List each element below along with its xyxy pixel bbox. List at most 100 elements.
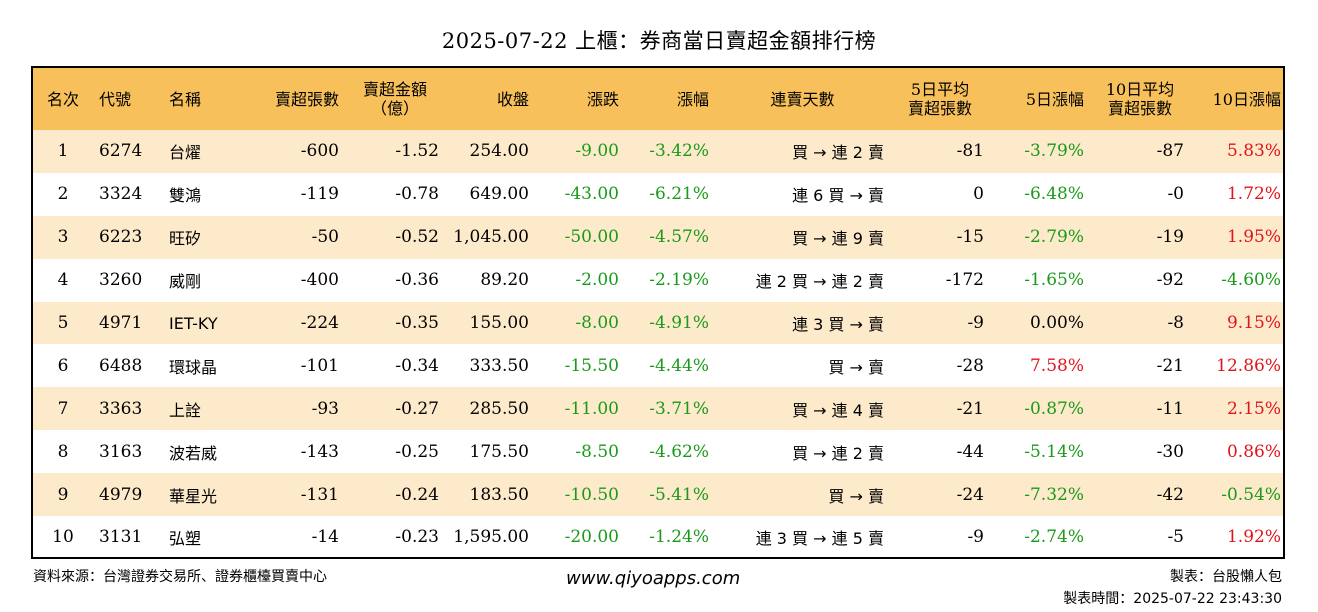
cell-avg10: -42 [1156, 484, 1184, 505]
cell-avg5: -28 [956, 355, 984, 376]
cell-name: 弘塑 [169, 529, 202, 549]
header-pct5: 5日漲幅 [1025, 89, 1084, 109]
cell-code: 3260 [99, 270, 143, 291]
cell-close: 89.20 [480, 270, 529, 291]
cell-streak: 連 6 買 → 賣 [792, 186, 884, 206]
cell-streak: 買 → 連 4 賣 [792, 400, 884, 420]
header-avg5: 5日平均 賣超張數 [890, 68, 990, 130]
cell-streak: 買 → 賣 [828, 357, 884, 377]
header-avg10-line2: 賣超張數 [1107, 99, 1172, 118]
cell-pct10: -4.60% [1221, 270, 1281, 291]
cell-name: 雙鴻 [169, 186, 202, 206]
cell-sell-amount: -0.23 [395, 527, 439, 548]
cell-code: 6223 [99, 227, 143, 248]
table-row: 7 3363 上詮 -93 -0.27 285.50 -11.00 -3.71% 買 → 連 4… [33, 387, 1283, 431]
cell-code: 3363 [99, 398, 143, 419]
cell-change: -9.00 [575, 141, 619, 162]
cell-pct10: 2.15% [1226, 398, 1281, 419]
header-avg5-line2: 賣超張數 [907, 99, 972, 118]
cell-pct5: -3.79% [1024, 141, 1084, 162]
cell-sell-lots: -101 [300, 355, 339, 376]
cell-rank: 10 [52, 527, 74, 548]
cell-name: 上詮 [169, 400, 202, 420]
cell-close: 1,595.00 [453, 527, 529, 548]
cell-avg5: 0 [973, 184, 984, 205]
cell-name: IET-KY [169, 313, 218, 333]
cell-avg5: -21 [956, 398, 984, 419]
cell-sell-lots: -224 [300, 313, 339, 333]
cell-avg10: -30 [1156, 441, 1184, 462]
cell-name: 波若威 [169, 443, 218, 463]
cell-sell-lots: -14 [311, 527, 339, 548]
cell-close: 333.50 [469, 355, 529, 376]
cell-avg10: -8 [1167, 313, 1184, 333]
cell-change-pct: -3.42% [649, 141, 709, 162]
cell-sell-lots: -119 [300, 184, 339, 205]
cell-pct10: 1.95% [1226, 227, 1281, 248]
cell-change-pct: -3.71% [649, 398, 709, 419]
header-name: 名稱 [169, 89, 202, 109]
cell-avg10: -87 [1156, 141, 1184, 162]
cell-avg5: -44 [956, 441, 984, 462]
cell-change: -8.00 [575, 313, 619, 333]
cell-streak: 買 → 連 2 賣 [792, 443, 884, 463]
cell-pct10: 0.86% [1226, 441, 1281, 462]
header-avg10: 10日平均 賣超張數 [1090, 68, 1190, 130]
cell-sell-amount: -0.34 [395, 355, 439, 376]
cell-name: 旺矽 [169, 229, 202, 249]
cell-close: 649.00 [469, 184, 529, 205]
header-pct10: 10日漲幅 [1212, 89, 1281, 109]
cell-pct5: 0.00% [1029, 313, 1084, 333]
cell-name: 威剛 [169, 272, 202, 292]
cell-rank: 4 [57, 270, 69, 291]
cell-avg5: -172 [945, 270, 984, 291]
cell-streak: 買 → 連 9 賣 [792, 229, 884, 249]
table-row: 6 6488 環球晶 -101 -0.34 333.50 -15.50 -4.44% 買 → 賣… [33, 344, 1283, 388]
cell-sell-amount: -0.78 [395, 184, 439, 205]
cell-avg5: -81 [956, 141, 984, 162]
header-streak: 連賣天數 [770, 89, 835, 109]
header-change-pct: 漲幅 [676, 89, 709, 109]
ranking-table: 名次 代號 名稱 賣超張數 賣超金額 （億） 收盤 漲跌 漲幅 連賣天數 5日平… [33, 68, 1283, 557]
header-sell-amount-line1: 賣超金額 [362, 80, 427, 99]
website-link[interactable]: www.qiyoapps.com [566, 568, 741, 589]
cell-avg10: -92 [1156, 270, 1184, 291]
cell-close: 175.50 [469, 441, 529, 462]
cell-pct5: 7.58% [1029, 355, 1084, 376]
cell-rank: 7 [57, 398, 69, 419]
cell-change: -43.00 [564, 184, 619, 205]
cell-rank: 6 [57, 355, 69, 376]
header-sell-lots: 賣超張數 [274, 89, 339, 109]
cell-sell-lots: -50 [311, 227, 339, 248]
cell-avg5: -9 [967, 313, 984, 333]
cell-pct10: 1.92% [1226, 527, 1281, 548]
cell-sell-lots: -400 [300, 270, 339, 291]
header-sell-amount-line2: （億） [370, 99, 419, 118]
cell-rank: 8 [57, 441, 69, 462]
cell-streak: 連 2 買 → 連 2 賣 [755, 272, 884, 292]
header-avg5-line1: 5日平均 [910, 80, 970, 99]
cell-change: -50.00 [564, 227, 619, 248]
header-sell-amount: 賣超金額 （億） [345, 68, 445, 130]
cell-close: 155.00 [469, 313, 529, 333]
cell-change: -8.50 [575, 441, 619, 462]
cell-pct5: -2.74% [1024, 527, 1084, 548]
cell-change-pct: -4.44% [649, 355, 709, 376]
cell-avg10: -0 [1167, 184, 1184, 205]
cell-rank: 3 [57, 227, 69, 248]
cell-avg10: -19 [1156, 227, 1184, 248]
table-row: 3 6223 旺矽 -50 -0.52 1,045.00 -50.00 -4.57% 買 → 連… [33, 215, 1283, 259]
table-body: 1 6274 台燿 -600 -1.52 254.00 -9.00 -3.42% 買 → 連 2… [33, 130, 1283, 557]
table-row: 4 3260 威剛 -400 -0.36 89.20 -2.00 -2.19% 連 2 買 → … [33, 258, 1283, 302]
cell-close: 254.00 [469, 141, 529, 162]
cell-pct5: -5.14% [1024, 441, 1084, 462]
cell-change-pct: -2.19% [649, 270, 709, 291]
author-credit: 製表：台股懶人包 [1170, 569, 1282, 585]
data-source-note: 資料來源：台灣證券交易所、證券櫃檯買賣中心 [33, 569, 327, 585]
header-close: 收盤 [496, 89, 529, 109]
cell-sell-amount: -0.35 [395, 313, 439, 333]
cell-change-pct: -1.24% [649, 527, 709, 548]
cell-name: 華星光 [169, 486, 218, 506]
cell-pct5: -7.32% [1024, 484, 1084, 505]
table-row: 8 3163 波若威 -143 -0.25 175.50 -8.50 -4.62% 買 → 連 … [33, 430, 1283, 474]
